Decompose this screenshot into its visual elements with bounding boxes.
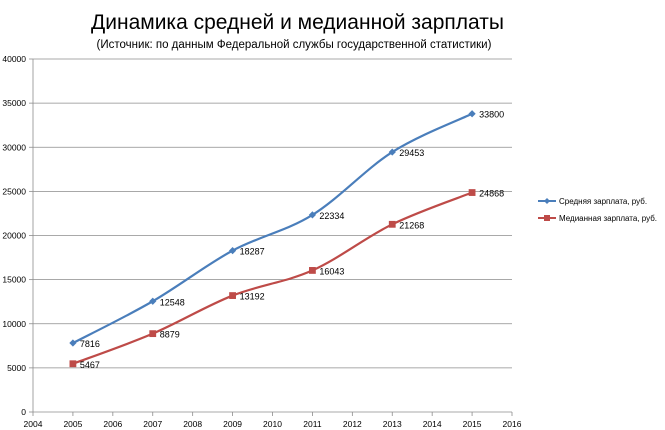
x-tick-labels: 2004 2005 2006 2007 2008 2009 2010 2011 2012 2013… xyxy=(24,419,522,429)
y-tick-label: 40000 xyxy=(2,54,26,64)
data-label: 12548 xyxy=(160,297,185,307)
y-tick-label: 30000 xyxy=(2,142,26,152)
y-tick-label: 20000 xyxy=(2,231,26,241)
data-label: 13192 xyxy=(240,292,265,302)
chart-title: Динамика средней и медианной зарплаты xyxy=(91,11,504,34)
y-tick-label: 35000 xyxy=(2,98,26,108)
data-labels: 7816 12548 18287 22334 29453 33800 5467 8879 131… xyxy=(80,110,504,370)
x-tick-label: 2004 xyxy=(24,419,43,429)
data-label: 24868 xyxy=(479,189,504,199)
data-label: 8879 xyxy=(160,330,180,340)
x-tick-label: 2011 xyxy=(303,419,322,429)
legend-swatch-marker xyxy=(544,215,550,221)
y-tick-label: 5000 xyxy=(7,363,26,373)
x-tick-label: 2005 xyxy=(63,419,82,429)
gridlines xyxy=(33,58,512,369)
legend-entry: Медианная зарплата, руб. xyxy=(559,214,657,223)
data-label: 18287 xyxy=(240,247,265,257)
data-point-marker xyxy=(229,292,236,299)
y-tick-label: 15000 xyxy=(2,275,26,285)
data-label: 5467 xyxy=(80,360,100,370)
data-label: 29453 xyxy=(399,148,424,158)
data-point-marker xyxy=(149,297,157,305)
y-tick-label: 25000 xyxy=(2,186,26,196)
series-markers xyxy=(69,110,476,368)
data-point-marker xyxy=(309,267,316,274)
series-line-0 xyxy=(72,112,473,344)
chart-subtitle: (Источник: по данным Федеральной службы … xyxy=(96,39,492,51)
data-point-marker xyxy=(468,189,476,196)
series-line-1 xyxy=(72,191,473,365)
x-tick-label: 2015 xyxy=(463,419,482,429)
x-tick-label: 2007 xyxy=(143,419,162,429)
data-label: 21268 xyxy=(399,220,424,230)
x-tick-label: 2006 xyxy=(103,419,122,429)
data-point-marker xyxy=(388,148,396,156)
y-tick-label: 10000 xyxy=(2,319,26,329)
x-tick-label: 2012 xyxy=(343,419,362,429)
x-tick-label: 2008 xyxy=(183,419,202,429)
data-label: 22334 xyxy=(319,211,344,221)
x-tick-label: 2014 xyxy=(423,419,442,429)
data-point-marker xyxy=(468,110,476,118)
x-tick-label: 2013 xyxy=(383,419,402,429)
data-point-marker xyxy=(388,220,396,228)
data-point-marker xyxy=(69,339,77,347)
legend-entry: Средняя зарплата, руб. xyxy=(559,197,647,206)
y-tick-label: 0 xyxy=(21,407,26,417)
data-point-marker xyxy=(308,211,317,219)
data-label: 7816 xyxy=(80,339,100,349)
axes xyxy=(29,58,513,416)
data-label: 16043 xyxy=(319,266,344,276)
y-tick-labels: 0 5000 10000 15000 20000 25000 30000 35000 40000 xyxy=(2,54,26,417)
x-tick-label: 2016 xyxy=(503,419,522,429)
data-point-marker xyxy=(69,360,77,368)
data-label: 33800 xyxy=(479,110,504,120)
x-tick-label: 2009 xyxy=(223,419,242,429)
legend: Средняя зарплата, руб. Медианная зарплата… xyxy=(538,197,657,223)
series-lines xyxy=(72,112,473,365)
legend-swatch-marker xyxy=(544,198,550,204)
x-tick-label: 2010 xyxy=(263,419,282,429)
data-point-marker xyxy=(149,330,157,338)
data-point-marker xyxy=(228,247,237,255)
